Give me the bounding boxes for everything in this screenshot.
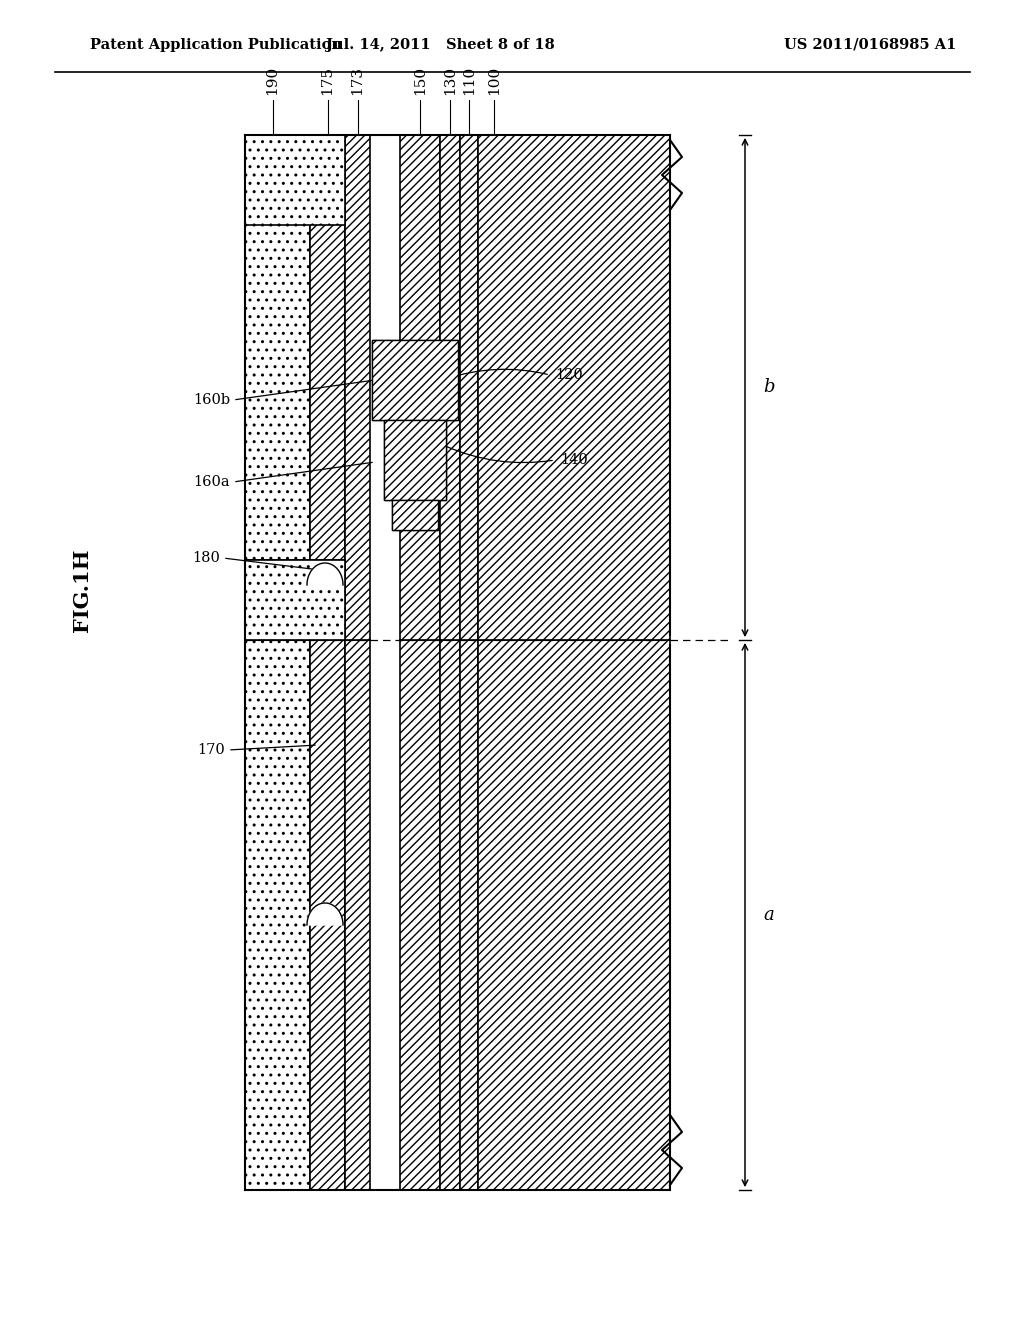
Text: b: b — [763, 379, 774, 396]
Text: 150: 150 — [413, 66, 427, 95]
Bar — [478, 135, 670, 640]
Text: 130: 130 — [443, 66, 457, 95]
Bar — [440, 135, 460, 640]
Bar — [400, 135, 440, 640]
Text: a: a — [763, 906, 774, 924]
Bar — [460, 135, 478, 640]
Text: 180: 180 — [193, 550, 220, 565]
Text: 140: 140 — [560, 453, 588, 467]
Text: 110: 110 — [462, 66, 476, 95]
Text: Patent Application Publication: Patent Application Publication — [90, 38, 342, 51]
Bar — [392, 500, 438, 531]
Bar — [310, 135, 345, 640]
Text: 160a: 160a — [194, 475, 230, 488]
Bar — [460, 640, 478, 1191]
Text: 160b: 160b — [193, 393, 230, 407]
Text: 173: 173 — [350, 66, 365, 95]
Bar — [392, 500, 438, 531]
Bar — [400, 640, 440, 1191]
Bar — [372, 341, 458, 420]
Bar — [478, 640, 670, 1191]
Bar — [372, 341, 458, 420]
Polygon shape — [307, 903, 343, 925]
Bar — [245, 640, 310, 1191]
Text: 170: 170 — [198, 743, 225, 756]
Bar — [345, 135, 370, 640]
Text: Jul. 14, 2011   Sheet 8 of 18: Jul. 14, 2011 Sheet 8 of 18 — [326, 38, 554, 51]
Polygon shape — [307, 564, 343, 585]
Text: 190: 190 — [265, 66, 280, 95]
Text: FIG.1H: FIG.1H — [72, 548, 92, 632]
Bar — [345, 640, 370, 1191]
Bar — [245, 135, 310, 640]
Bar — [384, 420, 446, 500]
Text: US 2011/0168985 A1: US 2011/0168985 A1 — [783, 38, 956, 51]
Text: 100: 100 — [487, 66, 501, 95]
Text: 175: 175 — [321, 66, 335, 95]
Bar — [245, 560, 345, 640]
Text: 120: 120 — [555, 368, 583, 381]
Bar — [384, 420, 446, 500]
Bar — [440, 640, 460, 1191]
Bar — [245, 135, 345, 224]
Bar — [245, 560, 345, 640]
Bar — [310, 640, 345, 1191]
